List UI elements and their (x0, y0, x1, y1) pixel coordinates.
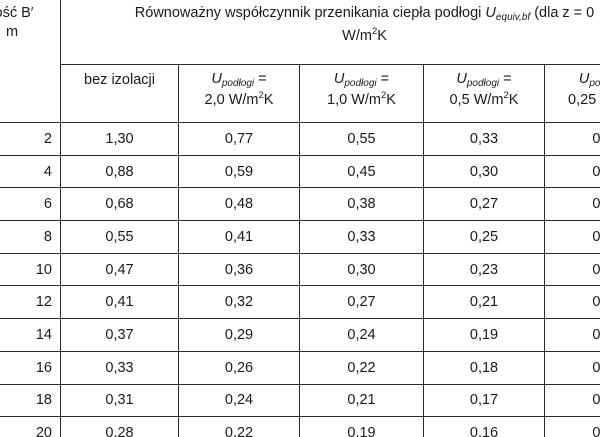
table-row: 6 0,68 0,48 0,38 0,27 0,17 (0, 187, 600, 222)
value-cell: 0,22 (299, 350, 424, 385)
value-cell: 0,48 (178, 187, 300, 222)
value-cell: 0,33 (423, 122, 545, 156)
subheader-row: bez izolacji Upodłogi = 2,0 W/m2K Upodło… (0, 64, 600, 123)
subheader-u-0-25: Upodłogi = 0,25 W/m2K (543, 64, 600, 123)
value-cell: 0,19 (299, 416, 424, 437)
value-cell: 0,21 (299, 383, 424, 418)
value-cell: 0,77 (178, 122, 300, 156)
dimension-header-line1: tość B′ (0, 5, 34, 21)
table-row: 14 0,37 0,29 0,24 0,19 0,14 (0, 318, 600, 352)
value-cell: 0,13 (543, 350, 600, 385)
dimension-cell: 6 (0, 187, 61, 222)
dimension-cell: 10 (0, 252, 61, 287)
value-cell: 0,17 (543, 187, 600, 222)
value-cell: 0,33 (60, 350, 179, 385)
value-cell: 0,59 (178, 154, 300, 189)
value-cell: 0,16 (423, 416, 545, 437)
dimension-cell: 2 (0, 122, 61, 156)
subheader-u-1-0: Upodłogi = 1,0 W/m2K (299, 64, 424, 123)
dimension-cell: 4 (0, 154, 61, 189)
value-cell: 0,30 (299, 252, 424, 287)
value-cell: 0,41 (60, 285, 179, 320)
table-row: 12 0,41 0,32 0,27 0,21 0,14 (0, 285, 600, 320)
value-cell: 0,29 (178, 318, 300, 352)
value-cell: 0,15 (543, 252, 600, 287)
dimension-cell: 16 (0, 350, 61, 385)
value-cell: 0,41 (178, 220, 300, 254)
value-cell: 0,31 (60, 383, 179, 418)
table-row: 10 0,47 0,36 0,30 0,23 0,15 (0, 252, 600, 287)
value-cell: 0,37 (60, 318, 179, 352)
table-title: Równoważny współczynnik przenikania ciep… (59, 0, 600, 65)
dimension-cell: 20 (0, 416, 61, 437)
value-cell: 0,55 (299, 122, 424, 156)
value-cell: 0,12 (543, 383, 600, 418)
value-cell: 0,21 (423, 285, 545, 320)
value-cell: 0,14 (543, 285, 600, 320)
value-cell: 0,18 (423, 350, 545, 385)
value-cell: 0,14 (543, 318, 600, 352)
dimension-cell: 18 (0, 383, 61, 418)
subheader-u-0-5: Upodłogi = 0,5 W/m2K (423, 64, 545, 123)
value-cell: 0,32 (178, 285, 300, 320)
value-cell: 0,16 (543, 220, 600, 254)
table-row: 2 1,30 0,77 0,55 0,33 0,17 (0, 122, 600, 156)
value-cell: 0,17 (423, 383, 545, 418)
value-cell: 0,55 (60, 220, 179, 254)
value-cell: 0,23 (423, 252, 545, 287)
value-cell: 0,12 (543, 416, 600, 437)
value-cell: 0,45 (299, 154, 424, 189)
table-row: 16 0,33 0,26 0,22 0,18 0,13 (0, 350, 600, 385)
value-cell: 0,88 (60, 154, 179, 189)
value-cell: 0,33 (299, 220, 424, 254)
table-row: 18 0,31 0,24 0,21 0,17 0,12 (0, 383, 600, 418)
value-cell: 0,19 (423, 318, 545, 352)
value-cell: 0,27 (423, 187, 545, 222)
value-cell: 0,24 (299, 318, 424, 352)
value-cell: 0,38 (299, 187, 424, 222)
header-row: tość B′ m Równoważny współczynnik przeni… (0, 0, 600, 123)
dimension-cell: 8 (0, 220, 61, 254)
value-cell: 0,24 (178, 383, 300, 418)
table-row: 4 0,88 0,59 0,45 0,30 0,17 (0, 154, 600, 189)
value-cell: 0,28 (60, 416, 179, 437)
table-row: 8 0,55 0,41 0,33 0,25 0,16 (0, 220, 600, 254)
dimension-cell: 14 (0, 318, 61, 352)
value-cell: 0,47 (60, 252, 179, 287)
value-cell: 0,17 (543, 122, 600, 156)
value-cell: 0,36 (178, 252, 300, 287)
value-cell: 0,68 (60, 187, 179, 222)
value-cell: 0,27 (299, 285, 424, 320)
subheader-u-2-0: Upodłogi = 2,0 W/m2K (178, 64, 300, 123)
value-cell: 0,26 (178, 350, 300, 385)
dimension-cell: 12 (0, 285, 61, 320)
value-cell: 0,17 (543, 154, 600, 189)
dimension-header: tość B′ m (0, 0, 61, 123)
value-cell: 0,30 (423, 154, 545, 189)
dimension-header-line2: m (5, 24, 19, 40)
value-cell: 0,25 (423, 220, 545, 254)
value-cell: 1,30 (60, 122, 179, 156)
value-cell: 0,22 (178, 416, 300, 437)
subheader-no-insulation: bez izolacji (60, 64, 179, 123)
table-row: 20 0,28 0,22 0,19 0,16 0,12 (0, 416, 600, 437)
